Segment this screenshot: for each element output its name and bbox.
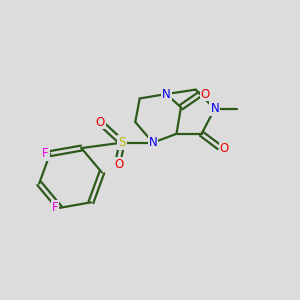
Text: S: S (118, 136, 126, 149)
Text: O: O (115, 158, 124, 171)
Text: F: F (42, 147, 49, 160)
Text: N: N (148, 136, 157, 149)
Text: N: N (210, 102, 219, 115)
Text: O: O (220, 142, 229, 155)
Text: O: O (95, 116, 105, 128)
Text: O: O (201, 88, 210, 100)
Text: N: N (162, 88, 171, 100)
Text: F: F (52, 201, 59, 214)
